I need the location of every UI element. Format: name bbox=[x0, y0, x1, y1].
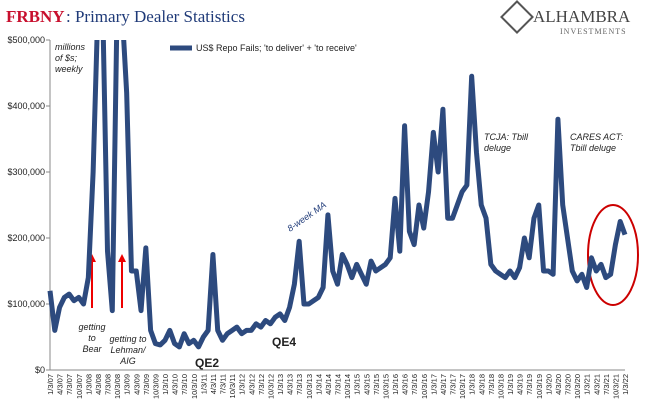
x-tick-label: 1/3/22 bbox=[621, 374, 630, 395]
x-tick-label: 4/3/07 bbox=[56, 374, 65, 395]
x-tick-label: 7/3/20 bbox=[564, 374, 573, 395]
x-tick-label: 7/3/15 bbox=[372, 374, 381, 395]
annotation: getting to bbox=[109, 334, 146, 344]
x-tick-label: 4/3/16 bbox=[401, 374, 410, 395]
x-tick-label: 1/3/17 bbox=[429, 374, 438, 395]
highlight-ellipse bbox=[587, 204, 639, 306]
x-tick-label: 1/3/10 bbox=[161, 374, 170, 395]
x-tick-label: 4/3/21 bbox=[592, 374, 601, 395]
annotation: deluge bbox=[484, 143, 511, 153]
legend-label: US$ Repo Fails; 'to deliver' + 'to recei… bbox=[196, 43, 357, 53]
x-tick-label: 1/3/08 bbox=[84, 374, 93, 395]
x-tick-label: 1/3/15 bbox=[353, 374, 362, 395]
x-tick-label: 7/3/18 bbox=[487, 374, 496, 395]
annotation: TCJA: Tbill bbox=[484, 132, 529, 142]
x-tick-label: 1/3/19 bbox=[506, 374, 515, 395]
y-tick-label: $500,000 bbox=[7, 35, 45, 45]
x-tick-label: 10/3/07 bbox=[75, 374, 84, 399]
x-tick-label: 4/3/11 bbox=[209, 374, 218, 394]
annotation: CARES ACT: bbox=[570, 132, 624, 142]
x-tick-label: 4/3/20 bbox=[554, 374, 563, 395]
x-tick-label: 4/3/17 bbox=[439, 374, 448, 395]
x-tick-label: 7/3/09 bbox=[142, 374, 151, 395]
y-tick-label: $100,000 bbox=[7, 299, 45, 309]
x-tick-label: 7/3/16 bbox=[410, 374, 419, 395]
x-tick-label: 1/3/09 bbox=[123, 374, 132, 395]
x-tick-label: 7/3/14 bbox=[334, 374, 343, 395]
x-tick-label: 4/3/14 bbox=[324, 374, 333, 395]
x-tick-label: 4/3/09 bbox=[132, 374, 141, 395]
x-tick-label: 7/3/17 bbox=[449, 374, 458, 395]
x-tick-label: 4/3/10 bbox=[171, 374, 180, 395]
x-tick-label: 10/3/08 bbox=[113, 374, 122, 399]
x-tick-label: 1/3/07 bbox=[46, 374, 55, 395]
y-tick-label: $0 bbox=[35, 365, 45, 375]
x-tick-label: 4/3/18 bbox=[477, 374, 486, 395]
y-tick-label: $200,000 bbox=[7, 233, 45, 243]
x-tick-label: 1/3/13 bbox=[276, 374, 285, 395]
x-tick-label: 7/3/19 bbox=[525, 374, 534, 395]
annotation: AIG bbox=[119, 356, 136, 366]
annotation: QE4 bbox=[272, 335, 296, 349]
x-tick-label: 10/3/11 bbox=[228, 374, 237, 398]
x-tick-label: 1/3/20 bbox=[544, 374, 553, 395]
x-tick-label: 1/3/14 bbox=[314, 374, 323, 395]
x-tick-label: 1/3/11 bbox=[199, 374, 208, 394]
logo-name: ALHAMBRA bbox=[533, 7, 631, 26]
x-tick-label: 10/3/21 bbox=[611, 374, 620, 399]
x-tick-label: 1/3/16 bbox=[391, 374, 400, 395]
x-tick-label: 10/3/09 bbox=[151, 374, 160, 399]
x-tick-label: 7/3/12 bbox=[257, 374, 266, 395]
annotation: Tbill deluge bbox=[570, 143, 616, 153]
x-tick-label: 10/3/13 bbox=[305, 374, 314, 399]
x-tick-label: 10/3/16 bbox=[420, 374, 429, 399]
logo: ALHAMBRA INVESTMENTS bbox=[500, 0, 631, 36]
x-tick-label: 10/3/18 bbox=[496, 374, 505, 399]
x-tick-label: 4/3/19 bbox=[516, 374, 525, 395]
x-tick-label: 4/3/15 bbox=[362, 374, 371, 395]
x-tick-label: 1/3/18 bbox=[468, 374, 477, 395]
annotation: Lehman/ bbox=[110, 345, 147, 355]
series-line bbox=[47, 40, 628, 350]
annotation: Bear bbox=[82, 344, 102, 354]
x-tick-label: 1/3/12 bbox=[238, 374, 247, 395]
x-tick-label: 7/3/13 bbox=[295, 374, 304, 395]
x-tick-label: 7/3/10 bbox=[180, 374, 189, 395]
annotations bbox=[88, 204, 639, 308]
annotation: weekly bbox=[55, 64, 83, 74]
x-tick-label: 4/3/12 bbox=[247, 374, 256, 395]
x-tick-label: 10/3/19 bbox=[535, 374, 544, 399]
y-tick-label: $300,000 bbox=[7, 167, 45, 177]
annotation: 8-week MA bbox=[285, 200, 328, 234]
x-tick-label: 10/3/17 bbox=[458, 374, 467, 399]
annotation: to bbox=[88, 333, 96, 343]
x-tick-label: 10/3/15 bbox=[381, 374, 390, 399]
x-tick-label: 10/3/14 bbox=[343, 374, 352, 399]
logo-sub: INVESTMENTS bbox=[560, 27, 627, 36]
x-tick-label: 10/3/20 bbox=[573, 374, 582, 399]
annotation: millions bbox=[55, 42, 86, 52]
x-tick-label: 7/3/11 bbox=[219, 374, 228, 394]
title-lead: FRBNY bbox=[6, 7, 65, 26]
annotation: of $s; bbox=[55, 53, 78, 63]
annotation: QE2 bbox=[195, 356, 219, 370]
x-tick-label: 7/3/21 bbox=[602, 374, 611, 395]
x-tick-label: 10/3/12 bbox=[266, 374, 275, 399]
x-tick-label: 7/3/08 bbox=[104, 374, 113, 395]
arrow-head bbox=[118, 254, 126, 262]
x-tick-label: 4/3/08 bbox=[94, 374, 103, 395]
x-tick-label: 1/3/21 bbox=[583, 374, 592, 395]
chart-title: : Primary Dealer Statistics bbox=[66, 7, 245, 26]
x-tick-label: 10/3/10 bbox=[190, 374, 199, 399]
x-tick-label: 7/3/07 bbox=[65, 374, 74, 395]
y-tick-label: $400,000 bbox=[7, 101, 45, 111]
annotation: getting bbox=[78, 322, 105, 332]
x-tick-label: 4/3/13 bbox=[286, 374, 295, 395]
